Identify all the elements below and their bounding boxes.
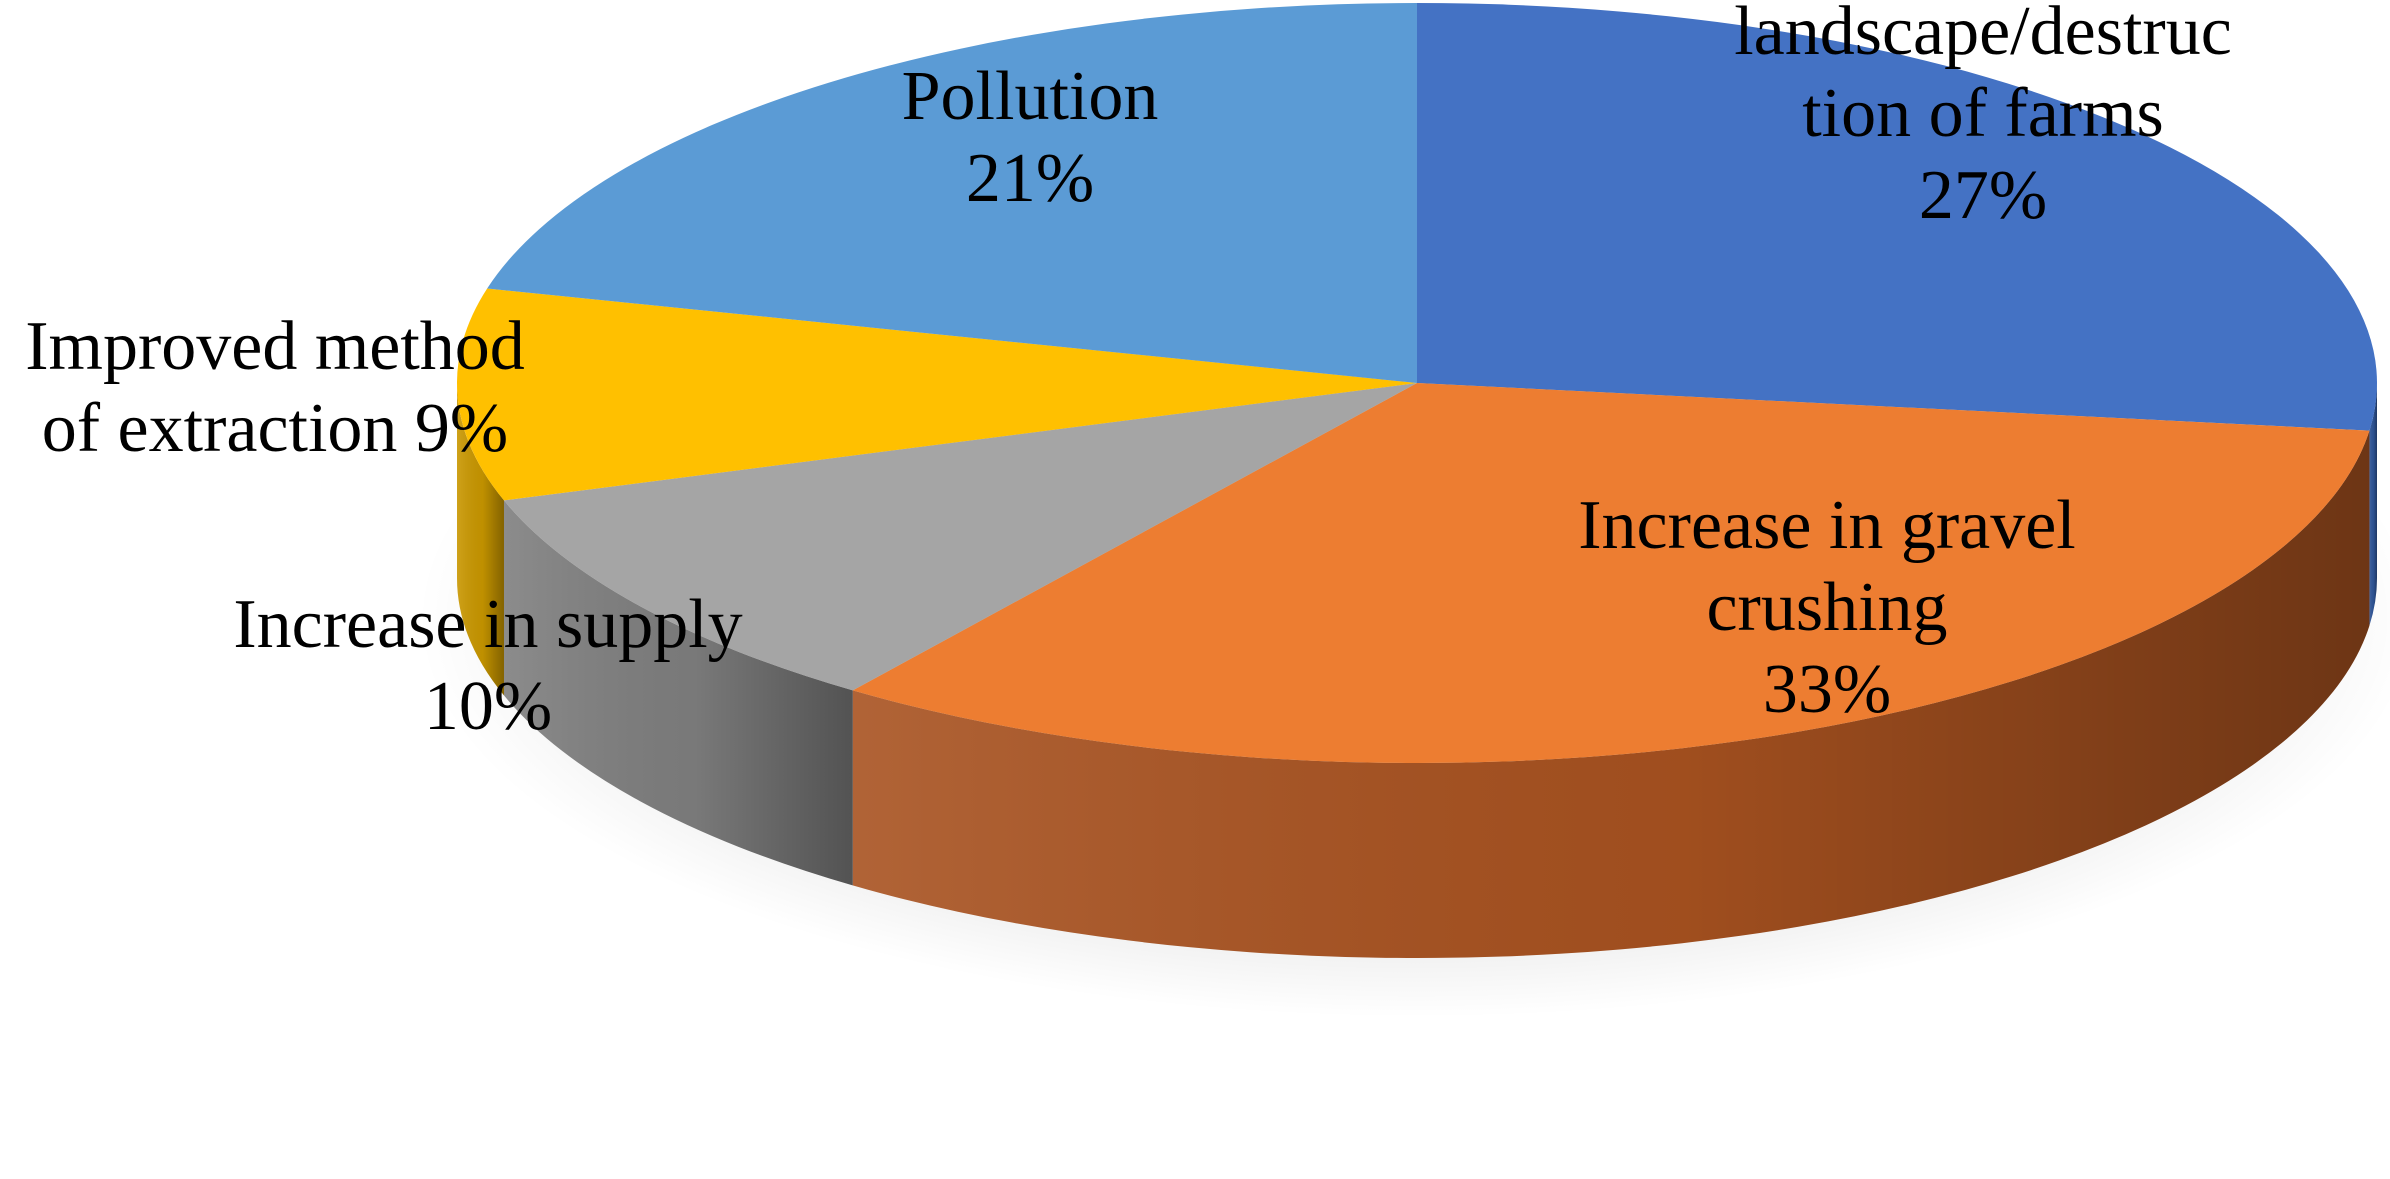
pie-slice-side-shade-3	[457, 383, 504, 696]
slice-label-line: crushing	[1706, 569, 1947, 646]
slice-label-line: Pollution	[902, 58, 1159, 135]
slice-label-line: of extraction 9%	[42, 390, 508, 467]
slice-label-line: Improved method	[25, 308, 525, 385]
slice-percent-label: 10%	[424, 668, 552, 745]
pie-slice-0	[1417, 3, 2377, 431]
slice-percent-label: 27%	[1919, 157, 2047, 234]
slice-label-line: Increase in supply	[233, 586, 742, 663]
slice-label-line: tion of farms	[1802, 75, 2164, 152]
pie-slice-side-shade-1	[852, 430, 2370, 959]
slice-percent-label: 33%	[1763, 651, 1891, 728]
slice-label-1: Increase in gravel crushing 33%	[1578, 487, 2076, 728]
slice-label-line: landscape/destruc	[1734, 0, 2232, 70]
pie-slice-1	[852, 383, 2370, 763]
pie-slice-3	[457, 288, 1417, 501]
pie-slice-4	[487, 3, 1417, 383]
slice-label-line: Increase in gravel	[1578, 487, 2076, 564]
pie-slice-2	[503, 383, 1418, 691]
slice-label-3: Improved method of extraction 9%	[25, 308, 525, 467]
pie-slice-side-shade-2	[503, 500, 853, 886]
pie-slice-side-shade-0	[2369, 383, 2377, 626]
slice-label-4: Pollution 21%	[902, 58, 1159, 217]
slice-percent-label: 21%	[966, 140, 1094, 217]
slice-label-2: Increase in supply 10%	[233, 586, 742, 745]
